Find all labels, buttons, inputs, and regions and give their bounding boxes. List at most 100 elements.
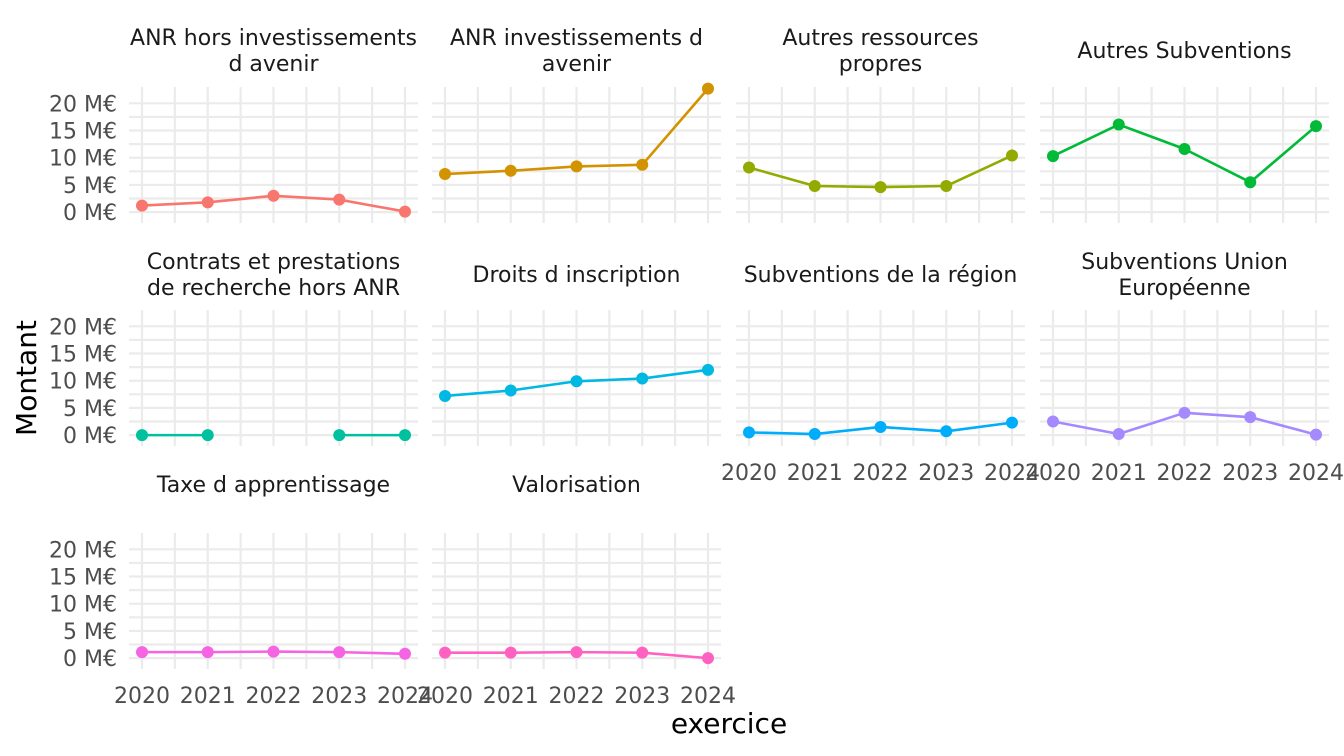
data-point: [702, 652, 714, 665]
y-tick-label: 15 M€: [49, 120, 117, 145]
data-point: [1244, 176, 1257, 189]
x-axis-title: exercice: [671, 707, 787, 740]
data-point: [399, 429, 411, 442]
y-tick-label: 10 M€: [49, 147, 117, 172]
data-point: [333, 429, 346, 442]
data-point: [874, 181, 887, 194]
data-point: [136, 646, 148, 659]
x-tick-label: 2020: [114, 684, 170, 709]
data-point: [743, 161, 755, 174]
facet-title: ANR hors investissements: [130, 26, 417, 51]
data-point: [399, 647, 411, 660]
facet-panel: Taxe d apprentissage 0 M€5 M€10 M€15 M€ 20…: [49, 473, 433, 709]
data-point: [1047, 150, 1059, 163]
data-point: [743, 426, 755, 439]
y-tick-label: 15 M€: [49, 343, 117, 368]
y-tick-label: 10 M€: [49, 593, 117, 618]
data-point: [201, 429, 214, 442]
data-point: [439, 389, 451, 402]
x-tick-label: 2023: [311, 684, 367, 709]
data-point: [504, 646, 517, 659]
x-tick-label: 2023: [1222, 461, 1278, 486]
y-tick-label: 20 M€: [49, 315, 117, 340]
x-tick-label: 2024: [1288, 461, 1344, 486]
facet-title: Autres Subventions: [1077, 39, 1291, 64]
facet-panel: Droits d inscription: [432, 263, 721, 446]
x-tick-label: 2022: [1157, 461, 1213, 486]
data-point: [201, 196, 214, 209]
data-point: [333, 193, 346, 206]
y-tick-label: 5 M€: [63, 397, 117, 422]
data-point: [940, 425, 953, 438]
x-tick-label: 2023: [614, 684, 670, 709]
data-point: [439, 646, 451, 659]
y-tick-label: 0 M€: [63, 424, 117, 449]
facet-title: Droits d inscription: [473, 263, 681, 288]
y-tick-label: 5 M€: [63, 620, 117, 645]
x-tick-label: 2021: [180, 684, 236, 709]
data-point: [504, 164, 517, 177]
x-tick-label: 2020: [417, 684, 473, 709]
x-tick-label: 2022: [246, 684, 302, 709]
y-tick-label: 5 M€: [63, 174, 117, 199]
data-point: [267, 189, 280, 202]
data-point: [333, 646, 346, 659]
facet-title: Taxe d apprentissage: [156, 473, 390, 498]
y-tick-label: 0 M€: [63, 201, 117, 226]
facet-title: Européenne: [1118, 276, 1250, 301]
x-tick-label: 2024: [377, 684, 433, 709]
data-point: [570, 160, 583, 173]
data-point: [636, 158, 649, 171]
data-point: [201, 646, 214, 659]
facet-title: propres: [839, 52, 923, 77]
x-tick-label: 2023: [918, 461, 974, 486]
data-point: [874, 420, 887, 433]
data-point: [399, 205, 411, 218]
facet-panel: Autres Subventions: [1040, 39, 1329, 223]
y-tick-label: 10 M€: [49, 370, 117, 395]
data-point: [702, 82, 714, 95]
data-point: [570, 646, 583, 659]
facet-panel: Subventions de la région 2020 2021 2022 2023…: [721, 263, 1040, 486]
facet-title: de recherche hors ANR: [147, 276, 400, 301]
facet-title: Subventions Union: [1081, 250, 1288, 275]
x-tick-label: 2022: [549, 684, 605, 709]
data-point: [1112, 428, 1125, 441]
facet-title: Contrats et prestations: [147, 250, 400, 275]
x-tick-label: 2022: [853, 461, 909, 486]
facet-title: d avenir: [228, 52, 319, 77]
data-point: [136, 199, 148, 212]
facet-title: avenir: [542, 52, 612, 77]
data-point: [1178, 143, 1191, 156]
y-axis-title: Montant: [10, 320, 43, 436]
facet-panel: Valorisation 2020 2021 2022 2023 2024: [417, 473, 736, 709]
data-point: [1047, 415, 1059, 428]
data-point: [1112, 118, 1125, 131]
x-tick-label: 2021: [787, 461, 843, 486]
data-point: [636, 646, 649, 659]
x-tick-label: 2020: [721, 461, 777, 486]
facet-title: Valorisation: [512, 473, 641, 498]
data-point: [504, 384, 517, 397]
data-point: [1244, 411, 1257, 424]
data-point: [808, 180, 821, 193]
data-point: [136, 429, 148, 442]
data-point: [439, 168, 451, 181]
data-point: [702, 363, 714, 376]
x-tick-label: 2021: [483, 684, 539, 709]
data-point: [636, 372, 649, 385]
facet-title: ANR investissements d: [450, 26, 703, 51]
data-point: [1006, 416, 1018, 429]
data-point: [1006, 149, 1018, 162]
x-tick-label: 2024: [984, 461, 1040, 486]
x-tick-label: 2020: [1025, 461, 1081, 486]
data-point: [570, 375, 583, 388]
y-tick-label: 20 M€: [49, 538, 117, 563]
data-point: [940, 180, 953, 193]
data-point: [1310, 120, 1322, 133]
